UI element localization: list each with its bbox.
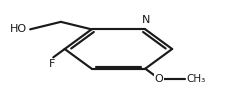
Text: HO: HO [10,24,27,34]
Text: CH₃: CH₃ [186,74,205,84]
Text: O: O [154,74,163,84]
Text: F: F [49,59,55,69]
Text: N: N [142,15,150,25]
